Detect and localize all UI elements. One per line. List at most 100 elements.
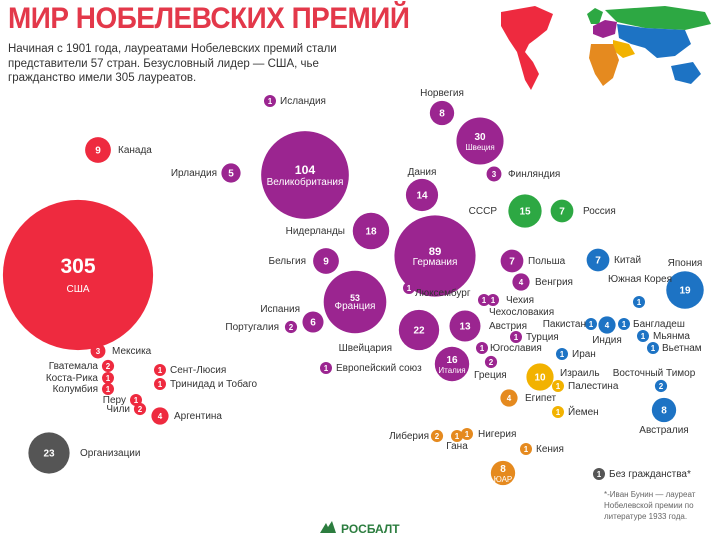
bubble-value-колумбия: 1 [106, 385, 111, 394]
footnote: *-Иван Бунин — лауреат Нобелевской преми… [604, 490, 696, 521]
map-europe [593, 20, 617, 38]
bubble-mark-польша [500, 249, 524, 273]
bubble-label-франция: Франция [335, 301, 376, 312]
bubble-mark-гватемала [101, 359, 115, 373]
map-middle-east [613, 40, 635, 58]
bubble-label-сша: США [66, 284, 89, 295]
bubble-австрия: 13 Австрия [449, 310, 527, 342]
bubble-value-бельгия: 9 [323, 257, 329, 268]
bubble-label-палестина: Палестина [568, 381, 619, 392]
bubble-label-бельгия: Бельгия [269, 256, 307, 267]
bubble-label-греция: Греция [474, 370, 507, 381]
bubble-label-финляндия: Финляндия [508, 169, 560, 180]
bubble-value-греция: 2 [489, 358, 494, 367]
bubble-value-йемен: 1 [556, 408, 561, 417]
bubble-label-польша: Польша [528, 256, 566, 267]
bubble-япония: 19 Япония [666, 258, 704, 309]
bubble-value-либерия: 2 [435, 432, 440, 441]
bubble-mark-организации [28, 432, 70, 474]
bubble-label-индия: Индия [592, 335, 622, 346]
bubble-label-нигерия: Нигерия [478, 429, 516, 440]
bubble-value-австрия: 13 [459, 322, 471, 333]
bubble-mark-южная-корея [633, 296, 645, 308]
bubble-чехословакия: 1 Чехословакия [487, 294, 554, 318]
bubble-value-турция: 1 [514, 333, 519, 342]
bubble-value-мьянма: 1 [641, 332, 646, 341]
bubble-label-йемен: Йемен [568, 405, 599, 418]
bubble-mark-колумбия [102, 383, 114, 395]
bubble-mark-без-гражданства [593, 468, 605, 480]
bubble-исландия: 1 Исландия [264, 95, 326, 107]
bubble-label-вьетнам: Вьетнам [662, 343, 702, 354]
bubble-mark-египет [500, 389, 518, 407]
bubble-label-испания: Испания [260, 304, 300, 315]
bubble-израиль: 10 Израиль [526, 363, 600, 391]
bubble-индия: 4 Индия [592, 316, 622, 346]
bubble-value-восточный-тимор: 2 [659, 382, 664, 391]
bubble-mark-либерия [430, 429, 444, 443]
bubble-mark-пакистан [585, 318, 597, 330]
rosbalt-logo-icon [320, 521, 336, 533]
bubble-египет: 4 Египет [500, 389, 557, 407]
bubble-мьянма: 1 Мьянма [637, 330, 690, 342]
bubble-label-австрия: Австрия [489, 321, 527, 332]
bubble-label-великобритания: Великобритания [267, 176, 344, 188]
bubble-value-япония: 19 [679, 286, 691, 297]
bubble-label-организации: Организации [80, 448, 140, 459]
bubble-сент-люсия: 1 Сент-Люсия [154, 364, 226, 376]
bubble-value-чехия: 1 [482, 296, 487, 305]
bubble-россия: 7 Россия [550, 199, 616, 223]
bubble-mark-португалия [284, 320, 298, 334]
bubble-value-нидерланды: 18 [365, 227, 377, 238]
bubble-value-люксембург: 1 [407, 284, 412, 293]
bubble-mark-иран [556, 348, 568, 360]
page-subtitle: Начиная с 1901 года, лауреатами Нобелевс… [8, 43, 337, 84]
bubble-value-россия: 7 [559, 207, 565, 218]
bubble-label-аргентина: Аргентина [174, 411, 222, 422]
bubble-label-исландия: Исландия [280, 96, 326, 107]
bubble-mark-израиль [526, 363, 554, 391]
page-title: МИР НОБЕЛЕВСКИХ ПРЕМИЙ [8, 2, 410, 35]
bubble-label-гватемала: Гватемала [49, 361, 99, 372]
bubble-label-гана: Гана [446, 441, 468, 452]
bubble-mark-индия [598, 316, 616, 334]
bubble-value-нигерия: 1 [465, 430, 470, 439]
map-africa [589, 44, 619, 86]
bubble-mark-нигерия [461, 428, 473, 440]
bubble-label-египет: Египет [525, 393, 557, 404]
bubble-mark-норвегия [429, 100, 455, 126]
bubble-value-китай: 7 [595, 256, 601, 267]
bubble-перу: 1 Перу [103, 394, 142, 406]
bubble-mark-вьетнам [647, 342, 659, 354]
bubble-гана: 1 Гана [446, 430, 468, 452]
bubble-label-венгрия: Венгрия [535, 277, 573, 288]
bubble-mark-восточный-тимор [654, 379, 668, 393]
bubble-label-коста-рика: Коста-Рика [46, 373, 99, 384]
bubble-label-колумбия: Колумбия [53, 383, 98, 395]
bubble-колумбия: 1 Колумбия [53, 383, 114, 395]
bubble-value-швеция: 30 [474, 132, 486, 143]
bubble-mark-мьянма [637, 330, 649, 342]
bubble-value-швейцария: 22 [413, 326, 425, 337]
bubble-value-дания: 14 [416, 191, 428, 202]
bubble-mark-люксембург [403, 282, 415, 294]
bubble-value-израиль: 10 [534, 373, 546, 384]
bubble-label-китай: Китай [614, 255, 641, 266]
bubble-mark-турция [510, 331, 522, 343]
bubble-label-германия: Германия [413, 257, 458, 268]
bubble-mark-сша [2, 199, 154, 351]
bubble-label-чили: Чили [106, 404, 130, 415]
bubble-mark-кения [520, 443, 532, 455]
bubble-value-без-гражданства: 1 [597, 470, 602, 479]
bubble-label-мексика: Мексика [112, 346, 152, 357]
bubble-mark-югославия [476, 342, 488, 354]
world-map-icon [501, 6, 711, 90]
bubble-value-испания: 6 [310, 318, 316, 329]
bubble-mark-италия [434, 346, 470, 382]
bubble-норвегия: 8 Норвегия [420, 88, 464, 126]
